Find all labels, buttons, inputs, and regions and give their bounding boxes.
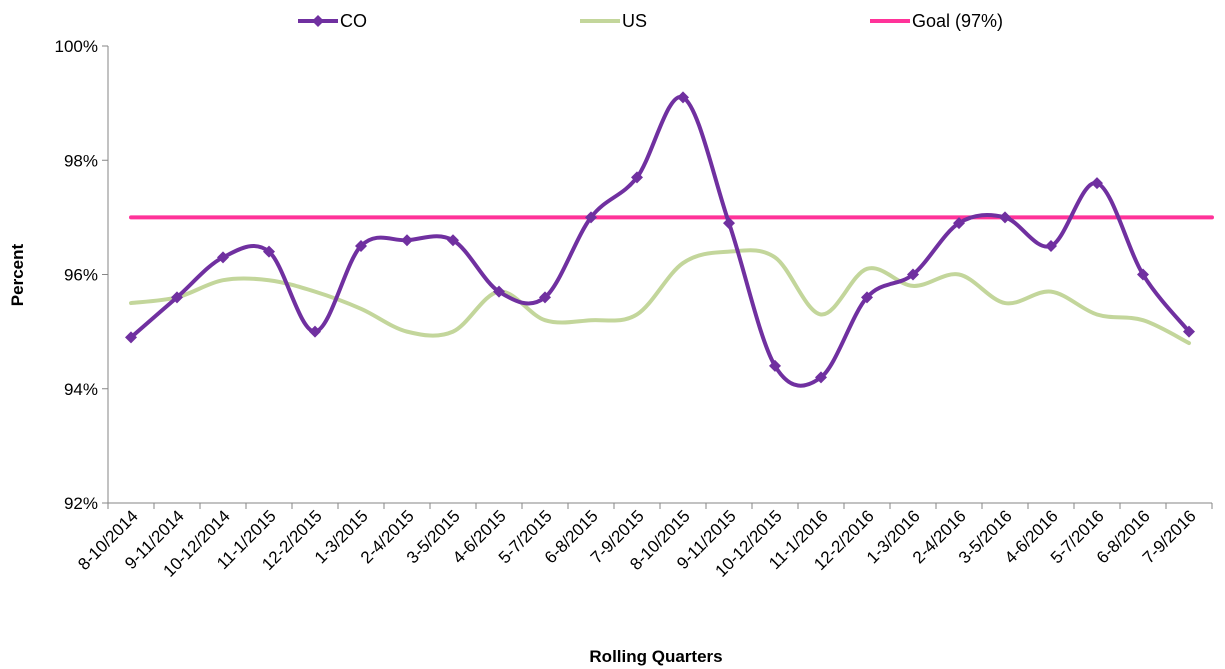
series-line-us xyxy=(129,248,1191,346)
data-point-co xyxy=(309,325,321,338)
data-point-co xyxy=(1137,268,1149,281)
data-point-co xyxy=(953,217,965,230)
legend-marker-co xyxy=(312,15,324,27)
y-axis-title: Percent xyxy=(8,243,27,306)
y-tick-label: 94% xyxy=(64,380,98,399)
data-point-co xyxy=(355,239,367,252)
legend-label-co: CO xyxy=(340,11,367,31)
legend-label-us: US xyxy=(622,11,647,31)
data-point-co xyxy=(585,211,597,224)
data-point-co xyxy=(171,291,183,304)
data-point-co xyxy=(723,217,735,230)
data-point-co xyxy=(263,245,275,258)
x-axis-title: Rolling Quarters xyxy=(589,647,722,666)
y-tick-label: 96% xyxy=(64,266,98,285)
data-point-co xyxy=(1045,239,1057,252)
data-point-co xyxy=(861,291,873,304)
data-point-co xyxy=(999,211,1011,224)
data-point-co xyxy=(401,234,413,247)
plot-area xyxy=(125,91,1214,388)
data-point-co xyxy=(1091,177,1103,190)
y-tick-label: 100% xyxy=(55,37,98,56)
y-tick-label: 92% xyxy=(64,494,98,513)
data-point-co xyxy=(1183,325,1195,338)
legend: CO US Goal (97%) xyxy=(298,11,1003,31)
data-point-co xyxy=(447,234,459,247)
x-axis: 8-10/20149-11/201410-12/201411-1/201512-… xyxy=(74,502,1213,581)
data-point-co xyxy=(769,359,781,372)
data-point-co xyxy=(815,371,827,384)
data-point-co xyxy=(125,331,137,344)
data-point-co xyxy=(539,291,551,304)
data-point-co xyxy=(217,251,229,264)
y-axis: 92% 94% 96% 98% 100% xyxy=(55,37,109,513)
data-point-co xyxy=(631,171,643,184)
data-point-co xyxy=(493,285,505,298)
data-point-co xyxy=(677,91,689,104)
series-line-co xyxy=(129,95,1191,388)
y-tick-label: 98% xyxy=(64,151,98,170)
legend-label-goal-97: Goal (97%) xyxy=(912,11,1003,31)
data-point-co xyxy=(907,268,919,281)
